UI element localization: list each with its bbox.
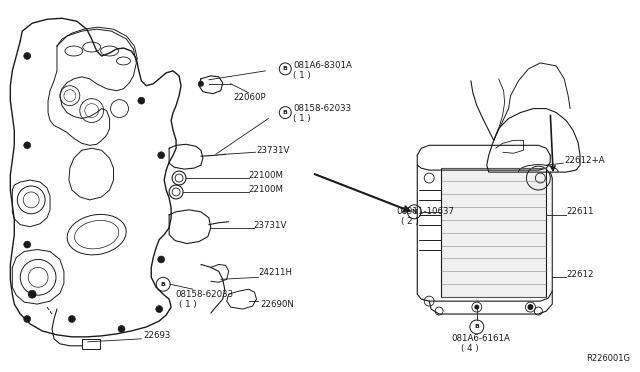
Ellipse shape <box>83 42 100 52</box>
Circle shape <box>157 256 164 263</box>
Ellipse shape <box>100 46 118 56</box>
Circle shape <box>24 52 31 60</box>
Bar <box>82 339 100 349</box>
Text: 22100M: 22100M <box>248 186 284 195</box>
Text: ( 1 ): ( 1 ) <box>293 71 311 80</box>
Circle shape <box>24 315 31 323</box>
Text: B: B <box>161 282 166 287</box>
Circle shape <box>157 152 164 159</box>
Text: 23731V: 23731V <box>257 146 290 155</box>
Circle shape <box>475 305 479 309</box>
Text: ( 1 ): ( 1 ) <box>179 299 196 309</box>
Circle shape <box>528 305 533 310</box>
Text: ( 2 ): ( 2 ) <box>401 217 419 226</box>
Text: 08158-62033: 08158-62033 <box>175 290 233 299</box>
Ellipse shape <box>65 46 83 56</box>
Circle shape <box>138 97 145 104</box>
Text: R226001G: R226001G <box>586 354 630 363</box>
Bar <box>441 168 547 297</box>
Text: 22100M: 22100M <box>248 171 284 180</box>
Text: 08158-62033: 08158-62033 <box>293 104 351 113</box>
Circle shape <box>24 142 31 149</box>
Text: 22612+A: 22612+A <box>564 156 605 165</box>
Circle shape <box>198 81 204 86</box>
Ellipse shape <box>74 221 119 249</box>
Text: ( 4 ): ( 4 ) <box>461 344 479 353</box>
Ellipse shape <box>67 214 126 255</box>
Text: 081A6-8301A: 081A6-8301A <box>293 61 352 70</box>
Text: 22690N: 22690N <box>260 299 294 309</box>
Text: 23731V: 23731V <box>253 221 287 230</box>
Text: 081A6-6161A: 081A6-6161A <box>451 334 510 343</box>
Text: 22612: 22612 <box>566 270 594 279</box>
Ellipse shape <box>116 57 131 65</box>
Text: 22060P: 22060P <box>234 93 266 102</box>
Text: 24211H: 24211H <box>259 268 292 277</box>
Circle shape <box>68 315 76 323</box>
Text: B: B <box>474 324 479 330</box>
Circle shape <box>28 290 36 298</box>
Text: 08911-10637: 08911-10637 <box>396 207 454 216</box>
Text: B: B <box>283 110 288 115</box>
Text: 22611: 22611 <box>566 207 594 216</box>
Circle shape <box>156 306 163 312</box>
Text: ( 1 ): ( 1 ) <box>293 114 311 123</box>
Text: B: B <box>283 66 288 71</box>
Circle shape <box>24 241 31 248</box>
Text: N: N <box>412 209 417 214</box>
Circle shape <box>118 326 125 333</box>
Text: 22693: 22693 <box>143 331 171 340</box>
